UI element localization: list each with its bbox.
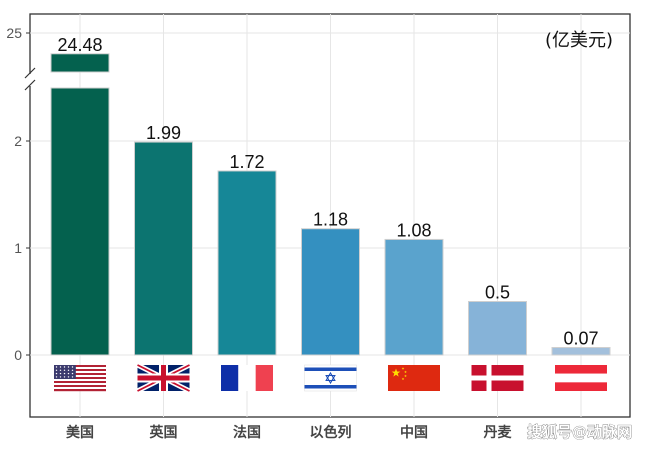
austria-flag-icon: [555, 365, 607, 391]
flags-group: [54, 362, 607, 394]
unit-label: (亿美元): [545, 30, 613, 51]
israel-flag-icon: [304, 364, 357, 392]
bar: [468, 301, 527, 356]
denmark-flag-icon: [471, 365, 524, 391]
bar: [217, 170, 277, 356]
value-label: 1.08: [396, 220, 431, 240]
category-labels-group: 美国 英国 法国 以色列 中国 丹麦: [66, 424, 512, 441]
y-tick-label: 25: [6, 25, 22, 41]
bar: [384, 238, 444, 356]
us-flag-icon: [54, 365, 106, 392]
bar-lower-segment: [50, 87, 110, 356]
value-label: 0.07: [563, 329, 598, 349]
x-category-label: 以色列: [310, 424, 352, 441]
value-label: 1.18: [313, 210, 348, 230]
y-tick-label: 0: [14, 347, 22, 363]
y-tick-label: 1: [14, 240, 22, 256]
x-category-label: 英国: [149, 424, 178, 441]
bar: [134, 141, 193, 356]
x-category-label: 中国: [400, 424, 428, 441]
value-label: 24.48: [57, 35, 102, 55]
uk-flag-icon: [136, 362, 191, 394]
value-label: 0.5: [485, 283, 510, 303]
watermark: 搜狐号@动脉网: [527, 423, 632, 441]
france-flag-icon: [221, 365, 273, 391]
axis-break-marks: [24, 67, 38, 91]
china-flag-icon: [388, 365, 440, 391]
bars-group: [50, 53, 611, 356]
y-tick-label: 2: [14, 133, 22, 149]
bar: [301, 228, 360, 356]
value-label: 1.99: [146, 123, 181, 143]
x-category-label: 丹麦: [484, 424, 513, 441]
x-category-label: 法国: [233, 424, 261, 441]
x-category-label: 美国: [66, 424, 94, 441]
axis-break-slash: [24, 67, 36, 79]
axis-break-gap: [24, 74, 38, 86]
axis-break-slash: [24, 79, 36, 91]
value-labels-group: 24.48 1.99 1.72 1.18 1.08 0.5 0.07: [57, 35, 598, 349]
bar: [551, 347, 611, 356]
bar-upper-segment: [50, 53, 110, 73]
value-label: 1.72: [229, 152, 264, 172]
y-axis-ticks: 0 1 2 25: [6, 25, 30, 363]
